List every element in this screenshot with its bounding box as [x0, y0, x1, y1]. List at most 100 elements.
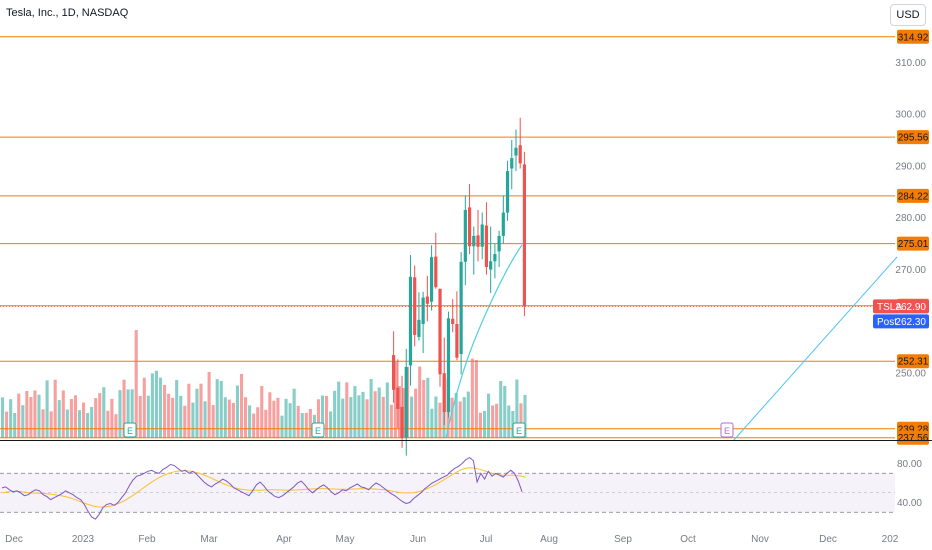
volume-bar [325, 395, 329, 438]
currency-button[interactable]: USD [890, 4, 926, 26]
volume-bar [130, 389, 134, 438]
candle-body [467, 207, 472, 247]
candle-body [417, 319, 421, 337]
volume-bar [491, 405, 495, 438]
volume-bar [183, 405, 187, 438]
earnings-marker[interactable]: E [720, 422, 734, 438]
x-tick-label: Oct [680, 534, 696, 545]
rsi-line [1, 457, 523, 520]
volume-bar [487, 393, 491, 438]
volume-bar [150, 373, 154, 438]
volume-bar [260, 385, 264, 438]
volume-bar [478, 412, 482, 438]
y-tick-label: 250.00 [895, 369, 926, 380]
rsi-pane[interactable]: 80.00 40.00 [0, 457, 922, 520]
earnings-marker[interactable]: E [123, 422, 137, 438]
candle-body [400, 406, 404, 438]
volume-bar [86, 412, 90, 438]
volume-bar [410, 396, 414, 438]
volume-bar [5, 411, 9, 438]
candle-body [434, 256, 438, 288]
x-tick-label: Aug [540, 534, 558, 545]
level-label: 284.22 [898, 191, 929, 202]
volume-bar [21, 405, 25, 438]
earnings-box[interactable] [123, 422, 137, 438]
y-tick-label: 290.00 [895, 161, 926, 172]
volume-bar [316, 399, 320, 438]
volume-bar [215, 379, 219, 438]
volume-bar [523, 394, 527, 438]
volume-bar [418, 366, 422, 438]
volume-bar [482, 410, 487, 438]
volume-bar [199, 383, 203, 438]
chart-title: Tesla, Inc., 1D, NASDAQ [6, 7, 129, 19]
candle-body [505, 171, 510, 213]
volume-bar [25, 391, 29, 438]
volume-bar [296, 405, 300, 438]
level-label: 239.28 [898, 424, 929, 435]
level-tag [897, 130, 929, 145]
volume-bar [102, 387, 106, 438]
level-tag [897, 354, 929, 369]
volume-bar [397, 386, 401, 438]
volume-bar [377, 387, 381, 438]
earnings-box[interactable] [512, 422, 526, 438]
candle-body [514, 147, 518, 156]
candle-body [429, 257, 434, 302]
volume-bar [195, 388, 199, 438]
volume-bar [94, 398, 98, 438]
horizontal-levels[interactable]: 314.92295.56284.22275.01263.01252.31239.… [0, 29, 929, 445]
rsi-y-axis: 80.00 40.00 [897, 459, 922, 509]
volume-bar [73, 395, 77, 438]
earnings-marker[interactable]: E [311, 422, 325, 438]
candle-body [446, 318, 451, 413]
volume-bar [434, 396, 438, 438]
volume-bar [365, 399, 369, 438]
earnings-label: E [315, 426, 321, 436]
earnings-box[interactable] [311, 422, 325, 438]
volume-bar [256, 407, 260, 438]
volume-bar [231, 402, 235, 438]
volume-bar [308, 408, 312, 438]
volume-bar [118, 390, 122, 438]
volume-bar [90, 406, 94, 438]
volume-bar [110, 398, 114, 438]
volume-bar [381, 396, 385, 438]
volume-bar [37, 394, 41, 438]
volume-bar [175, 379, 179, 438]
trend-line[interactable] [732, 256, 898, 442]
rsi-ma-line [1, 467, 526, 508]
volume-bar [33, 390, 37, 438]
volume-bar [414, 388, 418, 438]
volume-bar [357, 395, 361, 438]
earnings-marker[interactable]: E [512, 422, 526, 438]
price-pane[interactable]: 250.00260.00270.00280.00290.00300.00310.… [0, 29, 929, 456]
trend-line-drawing[interactable] [732, 256, 898, 442]
volume-bar [211, 405, 215, 438]
volume-bar [373, 391, 377, 438]
volume-bar [341, 398, 345, 438]
volume-bar [235, 385, 239, 438]
post-price-label: Post [877, 317, 897, 328]
volume-bar [422, 379, 426, 438]
y-axis: 250.00260.00270.00280.00290.00300.00310.… [895, 58, 926, 380]
candle-body [497, 235, 501, 252]
level-tag [897, 29, 929, 44]
volume-bar [458, 401, 462, 438]
volume-bar [353, 386, 357, 438]
candle-body [425, 296, 429, 304]
volume-bar [337, 381, 341, 438]
sma-line [445, 244, 523, 439]
candle-body [442, 373, 446, 413]
volume-bar [252, 413, 256, 438]
volume-bar [519, 403, 523, 438]
x-tick-label: Feb [138, 534, 156, 545]
volume-bar [106, 410, 110, 438]
earnings-box[interactable] [720, 422, 734, 438]
post-price-tag [873, 314, 929, 329]
y-tick-label: 310.00 [895, 58, 926, 69]
candle-body [510, 158, 514, 169]
candle-body [438, 288, 442, 375]
